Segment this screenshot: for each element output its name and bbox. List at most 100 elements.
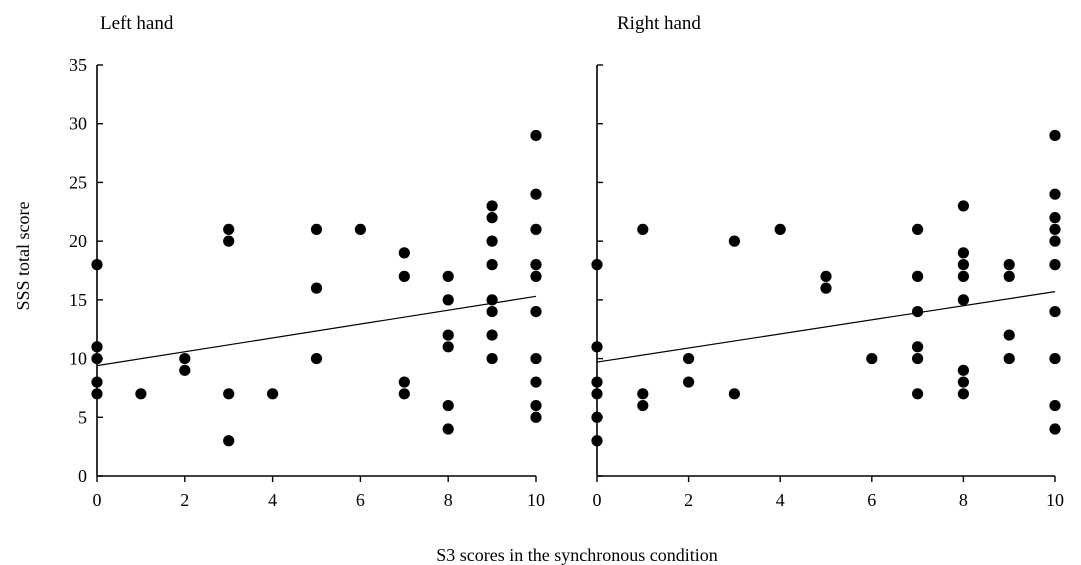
left-data-point bbox=[310, 223, 323, 235]
right-data-point bbox=[866, 352, 878, 365]
y-tick-label: 35 bbox=[69, 55, 87, 75]
right-data-point bbox=[1003, 329, 1015, 341]
right-data-point bbox=[1003, 352, 1015, 365]
right-data-point bbox=[591, 388, 603, 400]
right-data-point bbox=[591, 259, 603, 271]
right-data-point bbox=[912, 388, 924, 400]
left-data-point bbox=[442, 270, 454, 282]
left-data-point bbox=[135, 388, 147, 400]
left-data-point bbox=[398, 270, 410, 282]
left-x-tick-label: 4 bbox=[268, 490, 277, 510]
right-data-point bbox=[637, 223, 649, 235]
left-data-point bbox=[91, 388, 103, 400]
left-data-point bbox=[530, 376, 542, 388]
right-data-point bbox=[1049, 129, 1061, 142]
left-data-point bbox=[91, 341, 103, 353]
left-data-point bbox=[530, 411, 542, 423]
left-data-point bbox=[486, 352, 498, 365]
left-data-point bbox=[398, 388, 410, 400]
right-data-point bbox=[957, 259, 970, 271]
left-data-point bbox=[442, 399, 454, 412]
left-data-point bbox=[179, 364, 191, 376]
left-data-point bbox=[530, 399, 542, 412]
left-hand-panel: Left hand 0 5 10 15 20 25 30 35 0 2 4 6 8 10 bbox=[69, 13, 545, 510]
left-data-point bbox=[442, 423, 454, 435]
left-data-point bbox=[486, 306, 498, 318]
right-data-point bbox=[957, 247, 970, 259]
right-data-point bbox=[912, 306, 924, 318]
right-data-point bbox=[591, 411, 603, 423]
right-data-point bbox=[728, 388, 741, 400]
left-x-tick-label: 2 bbox=[180, 490, 189, 510]
y-tick-label: 20 bbox=[69, 231, 87, 251]
right-data-point bbox=[912, 341, 924, 353]
left-data-point bbox=[486, 259, 498, 271]
right-data-point bbox=[957, 388, 970, 400]
left-data-point bbox=[530, 306, 542, 318]
right-data-point bbox=[637, 399, 649, 412]
y-tick-label: 5 bbox=[78, 407, 87, 427]
x-axis-label: S3 scores in the synchronous condition bbox=[436, 545, 717, 565]
left-data-point bbox=[223, 388, 235, 400]
y-tick-label: 0 bbox=[78, 466, 87, 486]
left-data-point bbox=[398, 376, 410, 388]
right-data-point bbox=[1049, 188, 1061, 200]
left-data-point bbox=[91, 376, 103, 388]
left-x-tick-label: 10 bbox=[527, 490, 545, 510]
y-axis-label: SSS total score bbox=[13, 201, 33, 310]
right-x-tick-label: 6 bbox=[867, 490, 876, 510]
right-data-point bbox=[1049, 423, 1061, 435]
right-hand-panel: Right hand 0 2 4 6 8 10 bbox=[591, 13, 1064, 510]
right-panel-title: Right hand bbox=[617, 13, 701, 34]
right-data-point bbox=[591, 376, 603, 388]
right-data-point bbox=[1003, 259, 1015, 271]
right-data-point bbox=[820, 270, 832, 282]
left-panel-title: Left hand bbox=[100, 13, 174, 34]
y-tick-label: 25 bbox=[69, 172, 87, 192]
left-data-point bbox=[530, 270, 542, 282]
right-data-point bbox=[912, 223, 924, 235]
right-data-point bbox=[957, 294, 970, 306]
left-data-point bbox=[486, 200, 498, 212]
left-data-point bbox=[310, 282, 323, 294]
left-data-point bbox=[530, 259, 542, 271]
left-data-point bbox=[486, 235, 498, 247]
left-data-point bbox=[442, 294, 454, 306]
right-data-point bbox=[637, 388, 649, 400]
left-data-point bbox=[486, 212, 498, 224]
right-data-point bbox=[957, 200, 970, 212]
y-tick-label: 15 bbox=[69, 290, 87, 310]
y-tick-label: 30 bbox=[69, 114, 87, 134]
right-data-point bbox=[912, 352, 924, 365]
right-data-point bbox=[683, 352, 695, 365]
left-data-point bbox=[530, 223, 542, 235]
right-data-point bbox=[957, 376, 970, 388]
left-data-point bbox=[486, 294, 498, 306]
left-data-point bbox=[530, 129, 542, 142]
right-data-point bbox=[1003, 270, 1015, 282]
right-data-point bbox=[1049, 259, 1061, 271]
right-data-point bbox=[683, 376, 695, 388]
left-data-point bbox=[223, 435, 235, 447]
left-data-point bbox=[442, 329, 454, 341]
right-data-point bbox=[1049, 352, 1061, 365]
left-data-point bbox=[179, 352, 191, 365]
right-data-point bbox=[1049, 399, 1061, 412]
right-x-tick-label: 0 bbox=[593, 490, 602, 510]
right-data-point bbox=[820, 282, 832, 294]
left-x-tick-label: 8 bbox=[444, 490, 453, 510]
right-data-point bbox=[912, 270, 924, 282]
right-data-point bbox=[1049, 223, 1061, 235]
right-data-point bbox=[1049, 212, 1061, 224]
left-x-tick-label: 6 bbox=[356, 490, 365, 510]
right-x-tick-label: 10 bbox=[1046, 490, 1064, 510]
right-data-point bbox=[591, 341, 603, 353]
left-data-point bbox=[223, 235, 235, 247]
right-x-tick-label: 8 bbox=[959, 490, 968, 510]
left-data-point bbox=[398, 247, 410, 259]
right-data-point bbox=[1049, 306, 1061, 318]
left-trend-line bbox=[96, 295, 537, 367]
left-x-tick-label: 0 bbox=[93, 490, 102, 510]
right-x-tick-label: 4 bbox=[776, 490, 785, 510]
